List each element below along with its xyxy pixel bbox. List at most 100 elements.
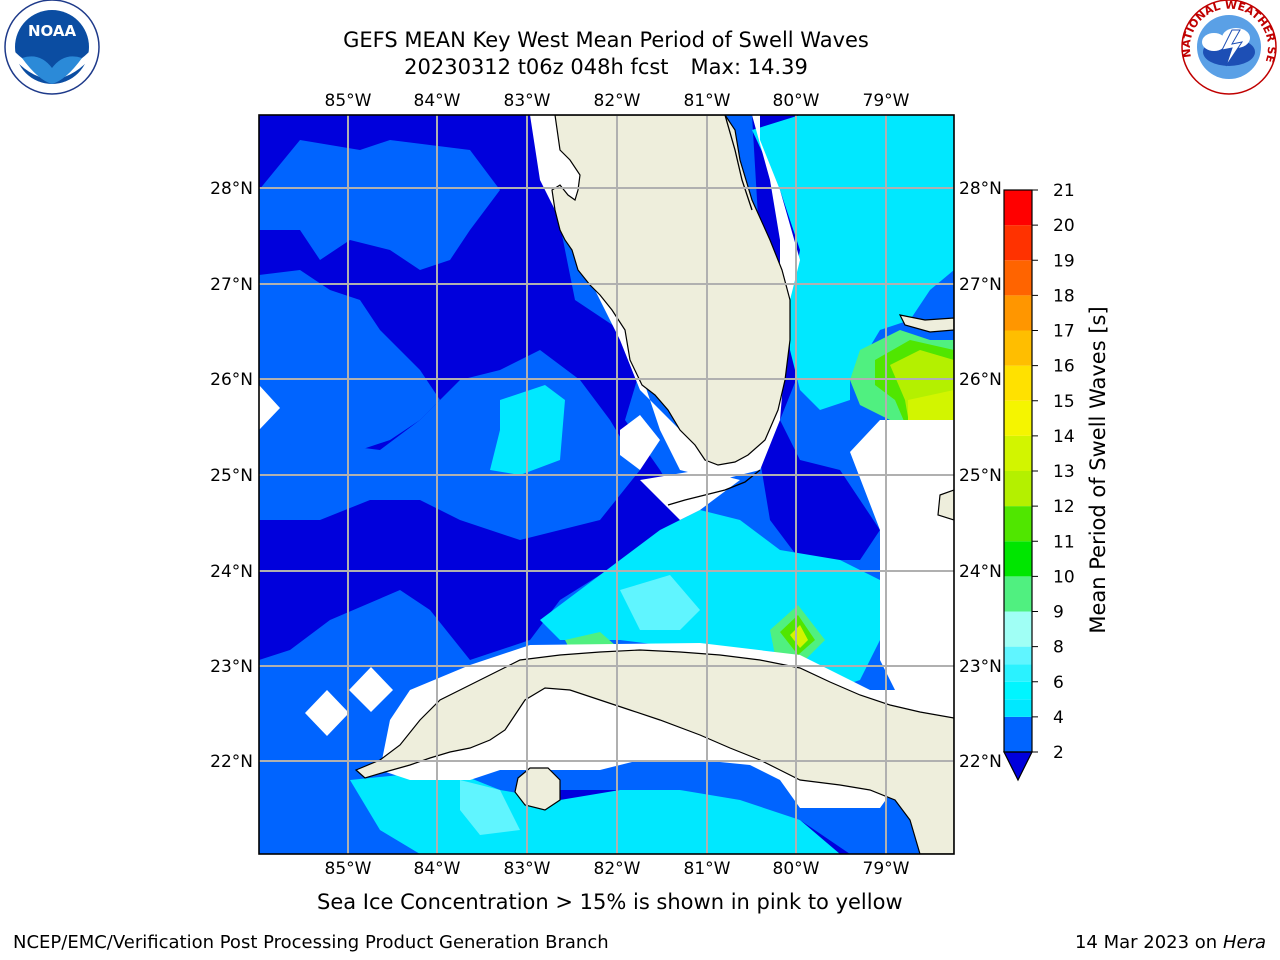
lat-labels-left: 28°N 27°N 26°N 25°N 24°N 23°N 22°N — [210, 179, 253, 772]
colorbar-bin — [1004, 664, 1032, 682]
lon-label-top: 85°W — [325, 91, 372, 111]
colorbar-bin — [1004, 330, 1032, 366]
lat-label-right: 25°N — [959, 466, 1002, 486]
lat-labels-right: 28°N 27°N 26°N 25°N 24°N 23°N 22°N — [959, 179, 1002, 772]
land-cuba — [354, 649, 954, 854]
colorbar-bin — [1004, 295, 1032, 331]
lat-label-right: 23°N — [959, 657, 1002, 677]
land-bahamas — [898, 314, 954, 333]
lon-label-bottom: 79°W — [863, 859, 910, 879]
lon-label-bottom: 84°W — [414, 859, 461, 879]
chart-subtitle: 20230312 t06z 048h fcst Max: 14.39 — [256, 55, 956, 79]
footer-host: Hera — [1222, 932, 1266, 953]
colorbar-tick-label: 20 — [1053, 216, 1075, 236]
lat-label-left: 25°N — [210, 466, 253, 486]
colorbar-bin — [1004, 716, 1032, 752]
no-data-bahamas-2 — [880, 420, 954, 500]
lat-label-left: 23°N — [210, 657, 253, 677]
lon-label-top: 84°W — [414, 91, 461, 111]
coast-east-florida — [724, 115, 753, 211]
lon-label-top: 83°W — [504, 91, 551, 111]
footer-date: 14 Mar 2023 on Hera — [1075, 932, 1266, 953]
lon-labels-top: 85°W 84°W 83°W 82°W 81°W 80°W 79°W — [325, 91, 910, 111]
swell-region-13to14-straits — [790, 625, 808, 648]
colorbar-under-extension — [1003, 751, 1033, 782]
lon-label-bottom: 81°W — [684, 859, 731, 879]
colorbar-bin — [1004, 260, 1032, 296]
colorbar-tick-label: 14 — [1053, 427, 1075, 447]
colorbar-bin — [1004, 576, 1032, 612]
colorbar-tick-label: 2 — [1053, 743, 1064, 763]
no-data-west-gulf — [259, 385, 280, 430]
forecast-label: 20230312 t06z 048h fcst — [404, 55, 669, 79]
no-data-keys-2 — [640, 470, 740, 520]
no-data-box-b — [349, 667, 393, 712]
lat-label-left: 27°N — [210, 275, 253, 295]
colorbar-tick-label: 13 — [1053, 462, 1075, 482]
chart-title: GEFS MEAN Key West Mean Period of Swell … — [343, 28, 869, 52]
land-andros — [937, 489, 954, 521]
colorbar-label: Mean Period of Swell Waves [s] — [1086, 306, 1110, 634]
lat-label-left: 26°N — [210, 370, 253, 390]
lon-label-top: 80°W — [773, 91, 820, 111]
colorbar-tick-label: 6 — [1053, 673, 1064, 693]
lon-label-top: 82°W — [594, 91, 641, 111]
colorbar: 2 4 6 8 9 10 11 12 13 14 15 16 17 18 19 20 21 — [1003, 181, 1075, 782]
colorbar-tick-label: 12 — [1053, 497, 1075, 517]
colorbar-tick-label: 19 — [1053, 251, 1075, 271]
footer-date-text: 14 Mar 2023 on — [1074, 932, 1218, 953]
lon-label-bottom: 80°W — [773, 859, 820, 879]
lon-label-top: 81°W — [684, 91, 731, 111]
colorbar-tick-label: 10 — [1053, 567, 1075, 587]
swell-region-2to4-gulf-a — [259, 140, 500, 270]
lat-label-left: 24°N — [210, 562, 253, 582]
noaa-logo-text: NOAA — [28, 22, 77, 40]
lat-label-right: 26°N — [959, 370, 1002, 390]
colorbar-bin — [1004, 541, 1032, 577]
lat-label-right: 27°N — [959, 275, 1002, 295]
colorbar-bin — [1004, 681, 1032, 700]
colorbar-bin — [1004, 506, 1032, 542]
map-frame — [258, 114, 955, 855]
nws-logo: NATIONAL WEATHER SERVICE — [0, 0, 1278, 95]
noaa-logo: NOAA — [4, 0, 100, 95]
colorbar-tick-label: 9 — [1053, 603, 1064, 623]
colorbar-bin — [1004, 471, 1032, 507]
lat-label-right: 24°N — [959, 562, 1002, 582]
colorbar-tick-label: 8 — [1053, 638, 1064, 658]
lon-label-bottom: 82°W — [594, 859, 641, 879]
no-data-keys — [620, 415, 660, 470]
colorbar-tick-label: 4 — [1053, 708, 1064, 728]
colorbar-bin — [1004, 611, 1032, 647]
graticule — [259, 115, 954, 854]
colorbar-bin — [1004, 225, 1032, 261]
swell-region-6to8-straits — [620, 575, 700, 630]
lat-label-left: 28°N — [210, 179, 253, 199]
lat-label-left: 22°N — [210, 752, 253, 772]
footer-credit: NCEP/EMC/Verification Post Processing Pr… — [13, 932, 609, 953]
lon-label-bottom: 85°W — [325, 859, 372, 879]
colorbar-bin — [1004, 435, 1032, 471]
colorbar-bin — [1004, 365, 1032, 401]
map-plot-area — [259, 115, 954, 854]
colorbar-tick-label: 16 — [1053, 357, 1075, 377]
coast-keys — [667, 469, 761, 506]
lat-label-right: 28°N — [959, 179, 1002, 199]
colorbar-tick-label: 15 — [1053, 392, 1075, 412]
colorbar-tick-label: 17 — [1053, 322, 1075, 342]
max-value-label: Max: 14.39 — [690, 55, 808, 79]
colorbar-bin — [1004, 646, 1032, 665]
colorbar-tick-label: 11 — [1053, 532, 1075, 552]
lat-label-right: 22°N — [959, 752, 1002, 772]
colorbar-bin — [1004, 699, 1032, 717]
sea-ice-note: Sea Ice Concentration > 15% is shown in … — [317, 890, 903, 914]
lon-label-top: 79°W — [863, 91, 910, 111]
colorbar-bin — [1004, 190, 1032, 226]
lon-label-bottom: 83°W — [504, 859, 551, 879]
colorbar-bin — [1004, 400, 1032, 436]
nws-logo-text: NATIONAL WEATHER SERVICE — [0, 0, 1278, 64]
no-data-box-a — [305, 690, 349, 736]
lon-labels-bottom: 85°W 84°W 83°W 82°W 81°W 80°W 79°W — [325, 859, 910, 879]
swell-region-6to8-caribbean — [460, 780, 520, 835]
